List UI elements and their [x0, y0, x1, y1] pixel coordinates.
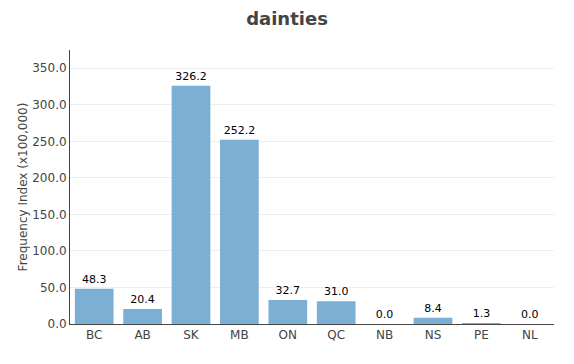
svg-text:350.0: 350.0 [32, 61, 66, 75]
svg-text:31.0: 31.0 [324, 285, 349, 298]
svg-text:1.3: 1.3 [473, 307, 491, 320]
svg-text:0.0: 0.0 [376, 308, 394, 321]
svg-text:100.0: 100.0 [32, 244, 66, 258]
svg-text:32.7: 32.7 [276, 284, 301, 297]
svg-text:SK: SK [183, 328, 200, 342]
svg-text:Frequency Index (x100,000): Frequency Index (x100,000) [16, 103, 30, 272]
svg-text:PE: PE [474, 328, 489, 342]
svg-text:NB: NB [376, 328, 393, 342]
svg-text:QC: QC [327, 328, 345, 342]
svg-text:0.0: 0.0 [521, 308, 539, 321]
svg-text:ON: ON [279, 328, 297, 342]
svg-text:300.0: 300.0 [32, 98, 66, 112]
svg-text:50.0: 50.0 [40, 281, 67, 295]
svg-text:150.0: 150.0 [32, 208, 66, 222]
svg-text:NS: NS [425, 328, 442, 342]
svg-text:AB: AB [134, 328, 150, 342]
svg-text:200.0: 200.0 [32, 171, 66, 185]
svg-text:0.0: 0.0 [48, 317, 67, 331]
svg-text:NL: NL [522, 328, 538, 342]
svg-text:326.2: 326.2 [175, 70, 207, 83]
svg-text:250.0: 250.0 [32, 135, 66, 149]
svg-text:48.3: 48.3 [82, 273, 107, 286]
svg-text:252.2: 252.2 [224, 124, 256, 137]
svg-text:20.4: 20.4 [130, 293, 155, 306]
svg-text:8.4: 8.4 [424, 302, 442, 315]
svg-text:MB: MB [230, 328, 249, 342]
svg-text:BC: BC [86, 328, 102, 342]
svg-text:dainties: dainties [246, 8, 328, 29]
